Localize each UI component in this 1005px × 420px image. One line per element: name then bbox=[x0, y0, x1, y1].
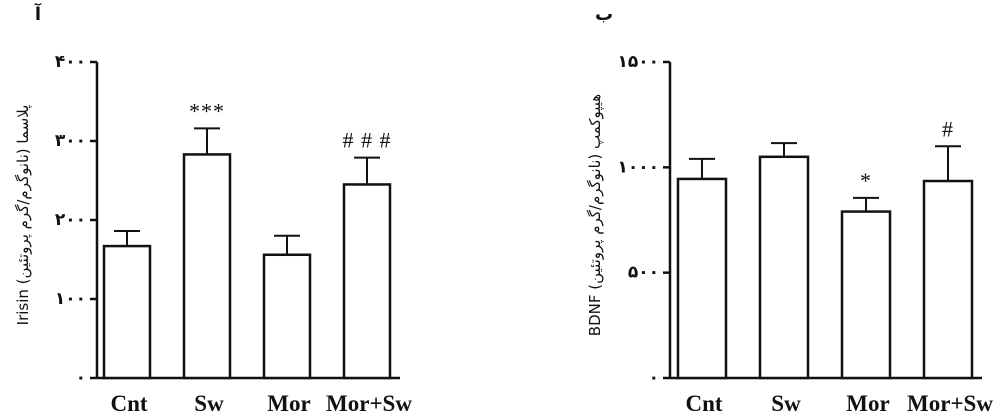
panel-label: آ bbox=[34, 2, 42, 25]
category-label: Mor bbox=[267, 391, 310, 416]
bar bbox=[676, 177, 728, 380]
bar bbox=[182, 153, 232, 380]
y-tick-label: ۱۰۰ bbox=[55, 289, 86, 309]
y-tick-label: ۰ bbox=[76, 368, 86, 388]
category-label: Sw bbox=[771, 391, 801, 416]
significance-marker: # # # bbox=[343, 128, 392, 153]
y-axis-title: Irisin پلاسما (نانوگرم/گرم پروتئین) bbox=[14, 105, 33, 326]
y-tick-label: ۲۰۰ bbox=[55, 210, 86, 230]
chart-panel-bdnf: ۰ ۵۰۰ ۱۰۰۰ ۱۵۰۰ Cnt Sw * Mor # Mor+Sw BDNF هیپوکمپ… bbox=[586, 4, 993, 416]
bar bbox=[840, 210, 892, 380]
significance-marker: * bbox=[860, 168, 872, 193]
category-label: Cnt bbox=[110, 391, 147, 416]
bar bbox=[262, 253, 312, 380]
category-label: Sw bbox=[194, 391, 224, 416]
y-tick-label: ۴۰۰ bbox=[55, 52, 86, 72]
significance-marker: *** bbox=[189, 98, 225, 123]
category-label: Mor+Sw bbox=[907, 391, 993, 416]
chart-panel-irisin: ۰ ۱۰۰ ۲۰۰ ۳۰۰ ۴۰۰ Cnt *** Sw Mor # # # Mor+Sw Irisi… bbox=[14, 2, 412, 416]
bar bbox=[102, 244, 152, 380]
y-axis-title: BDNF هیپوکمپ (نانوگرم/گرم پروتئین) bbox=[586, 94, 605, 337]
category-label: Mor+Sw bbox=[326, 391, 412, 416]
y-tick-label: ۱۰۰۰ bbox=[617, 157, 659, 177]
bar bbox=[342, 183, 392, 380]
y-tick-label: ۳۰۰ bbox=[55, 131, 86, 151]
y-tick-label: ۰ bbox=[649, 368, 659, 388]
category-label: Cnt bbox=[685, 391, 722, 416]
significance-marker: # bbox=[942, 116, 954, 141]
bar bbox=[758, 155, 810, 380]
panel-label: ب bbox=[595, 4, 613, 25]
bar bbox=[922, 179, 974, 380]
y-tick-label: ۱۵۰۰ bbox=[617, 52, 659, 72]
category-label: Mor bbox=[846, 391, 889, 416]
y-tick-label: ۵۰۰ bbox=[628, 263, 659, 283]
